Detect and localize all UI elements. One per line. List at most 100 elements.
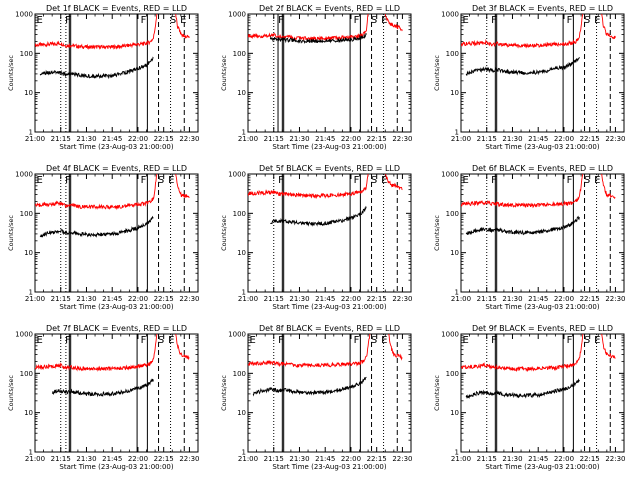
- y-axis-label: Counts/sec: [7, 55, 15, 91]
- y-tick-label: 100: [233, 50, 246, 58]
- y-tick-label: 100: [233, 370, 246, 378]
- x-axis-label: Start Time (23-Aug-03 21:00:00): [272, 463, 386, 471]
- state-marker: F: [141, 15, 147, 26]
- x-tick-label: 22:00: [341, 295, 361, 303]
- y-tick-label: 100: [446, 370, 459, 378]
- state-marker: F: [141, 335, 147, 346]
- y-tick-label: 100: [20, 370, 33, 378]
- x-tick-label: 22:00: [554, 295, 574, 303]
- series-lld-line: [388, 334, 403, 361]
- plot-frame: [247, 333, 412, 453]
- series-lld-line: [35, 174, 158, 211]
- state-marker: E: [463, 15, 469, 26]
- chart-title: Det 3f BLACK = Events, RED = LLD: [472, 4, 613, 13]
- series-lld-line: [248, 334, 371, 369]
- state-marker: F: [491, 15, 497, 26]
- y-tick-label: 1000: [15, 171, 33, 179]
- series-lld-line: [35, 14, 158, 50]
- state-marker: F: [65, 175, 71, 186]
- y-tick-label: 10: [237, 89, 246, 97]
- series-lld-line: [601, 174, 616, 200]
- state-marker: S: [158, 335, 164, 346]
- series-lld-line: [384, 174, 403, 191]
- x-tick-label: 22:15: [367, 295, 387, 303]
- x-tick-label: 22:00: [128, 295, 148, 303]
- x-tick-label: 21:15: [51, 295, 71, 303]
- y-tick-label: 1000: [228, 331, 246, 339]
- x-tick-label: 22:30: [392, 135, 412, 143]
- x-tick-label: 21:00: [238, 135, 258, 143]
- plot-frame: [460, 13, 625, 133]
- series-events-line: [269, 33, 367, 45]
- state-marker: F: [141, 175, 147, 186]
- detector-panel-8: Det 8f BLACK = Events, RED = LLD 1 10 100 10…: [220, 324, 413, 471]
- y-tick-label: 10: [450, 89, 459, 97]
- x-tick-label: 21:30: [502, 295, 522, 303]
- y-tick-label: 10: [450, 249, 459, 257]
- chart-title: Det 1f BLACK = Events, RED = LLD: [46, 4, 187, 13]
- state-marker: E: [250, 335, 256, 346]
- series-lld-line: [461, 174, 584, 209]
- x-tick-label: 22:00: [554, 455, 574, 463]
- x-tick-label: 21:30: [76, 135, 96, 143]
- x-axis-label: Start Time (23-Aug-03 21:00:00): [272, 143, 386, 151]
- series-lld-line: [384, 14, 403, 32]
- x-tick-label: 21:15: [264, 135, 284, 143]
- state-marker: E: [168, 335, 174, 346]
- x-tick-label: 21:00: [451, 135, 471, 143]
- plot-frame: [247, 13, 412, 133]
- detector-panel-4: Det 4f BLACK = Events, RED = LLD 1 10 100 10…: [7, 164, 200, 311]
- x-axis-label: Start Time (23-Aug-03 21:00:00): [59, 143, 173, 151]
- chart-title: Det 9f BLACK = Events, RED = LLD: [472, 324, 613, 333]
- y-tick-label: 1: [242, 289, 246, 297]
- state-marker: S: [584, 15, 590, 26]
- plot-frame: [247, 173, 412, 293]
- state-marker: S: [584, 175, 590, 186]
- x-tick-label: 21:00: [238, 455, 258, 463]
- x-axis-label: Start Time (23-Aug-03 21:00:00): [59, 303, 173, 311]
- state-marker: F: [278, 15, 284, 26]
- y-tick-label: 10: [24, 409, 33, 417]
- state-marker: F: [567, 15, 573, 26]
- chart-title: Det 5f BLACK = Events, RED = LLD: [259, 164, 400, 173]
- y-tick-label: 1: [242, 449, 246, 457]
- state-marker: F: [354, 15, 360, 26]
- chart-title: Det 7f BLACK = Events, RED = LLD: [46, 324, 187, 333]
- x-tick-label: 22:15: [580, 295, 600, 303]
- x-tick-label: 21:15: [51, 135, 71, 143]
- y-tick-label: 100: [446, 50, 459, 58]
- x-tick-label: 22:15: [154, 135, 174, 143]
- detector-panel-9: Det 9f BLACK = Events, RED = LLD 1 10 100 10…: [433, 324, 626, 471]
- detector-panel-5: Det 5f BLACK = Events, RED = LLD 1 10 100 10…: [220, 164, 413, 311]
- x-tick-label: 21:30: [289, 295, 309, 303]
- y-tick-label: 100: [20, 210, 33, 218]
- state-marker: E: [381, 175, 387, 186]
- x-tick-label: 21:30: [76, 295, 96, 303]
- y-tick-label: 1: [455, 289, 459, 297]
- state-marker: E: [168, 175, 174, 186]
- state-marker: E: [463, 335, 469, 346]
- x-tick-label: 22:15: [580, 455, 600, 463]
- x-axis-label: Start Time (23-Aug-03 21:00:00): [485, 303, 599, 311]
- state-marker: E: [594, 15, 600, 26]
- x-tick-label: 21:30: [502, 135, 522, 143]
- state-marker: S: [371, 335, 377, 346]
- y-tick-label: 10: [24, 89, 33, 97]
- x-tick-label: 21:30: [76, 455, 96, 463]
- state-marker: S: [170, 15, 176, 26]
- y-axis-label: Counts/sec: [433, 215, 441, 251]
- state-marker: E: [594, 175, 600, 186]
- series-lld-line: [461, 334, 584, 373]
- state-marker: F: [567, 335, 573, 346]
- state-marker: E: [37, 15, 43, 26]
- y-tick-label: 10: [450, 409, 459, 417]
- x-tick-label: 21:15: [477, 295, 497, 303]
- state-marker: F: [491, 335, 497, 346]
- x-tick-label: 21:00: [25, 455, 45, 463]
- x-axis-label: Start Time (23-Aug-03 21:00:00): [485, 143, 599, 151]
- series-events-line: [252, 376, 367, 397]
- series-events-line: [465, 57, 580, 76]
- state-marker: F: [491, 175, 497, 186]
- plot-frame: [460, 333, 625, 453]
